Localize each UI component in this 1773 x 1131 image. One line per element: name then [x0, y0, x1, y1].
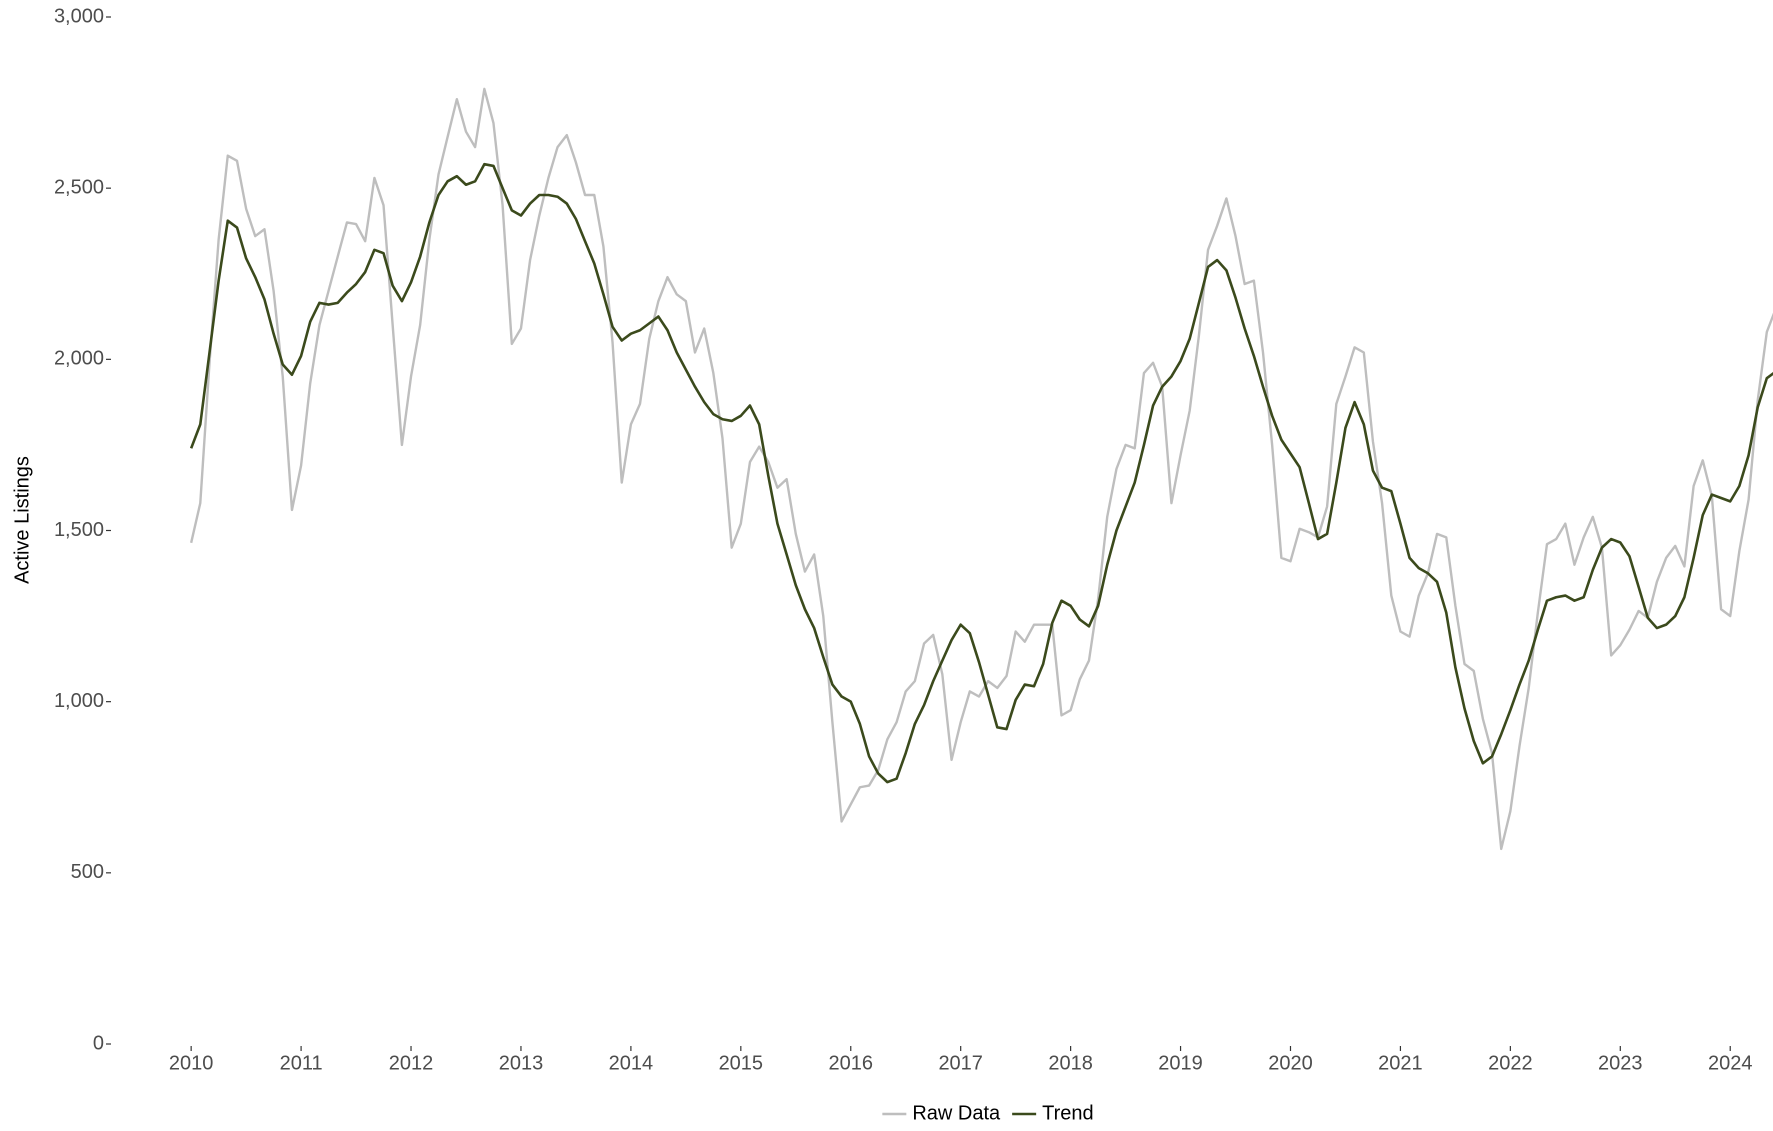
y-axis-title: Active Listings	[11, 456, 33, 584]
y-tick-label: 1,500	[54, 519, 104, 541]
x-tick-label: 2017	[938, 1052, 983, 1074]
legend-label: Trend	[1042, 1102, 1094, 1124]
x-tick-label: 2019	[1158, 1052, 1203, 1074]
y-tick-label: 1,000	[54, 690, 104, 712]
x-tick-label: 2021	[1378, 1052, 1423, 1074]
data-line	[189, 87, 1773, 851]
x-tick-label: 2010	[169, 1052, 214, 1074]
x-tick-label: 2013	[499, 1052, 544, 1074]
x-tick-label: 2012	[389, 1052, 434, 1074]
x-tick-label: 2024	[1708, 1052, 1753, 1074]
y-tick-label: 2,500	[54, 176, 104, 198]
x-tick-label: 2016	[829, 1052, 874, 1074]
legend-label: Raw Data	[912, 1102, 1001, 1124]
x-tick-label: 2022	[1488, 1052, 1533, 1074]
x-tick-label: 2020	[1268, 1052, 1313, 1074]
plot-area	[189, 87, 1773, 851]
y-tick-label: 3,000	[54, 5, 104, 27]
y-tick-label: 500	[71, 861, 104, 883]
y-tick-label: 0	[93, 1032, 104, 1054]
x-tick-label: 2023	[1598, 1052, 1643, 1074]
data-line	[189, 162, 1773, 784]
x-tick-label: 2015	[719, 1052, 764, 1074]
x-tick-label: 2011	[280, 1052, 323, 1074]
x-tick-label: 2014	[609, 1052, 654, 1074]
x-tick-label: 2018	[1048, 1052, 1093, 1074]
y-tick-label: 2,000	[54, 348, 104, 370]
